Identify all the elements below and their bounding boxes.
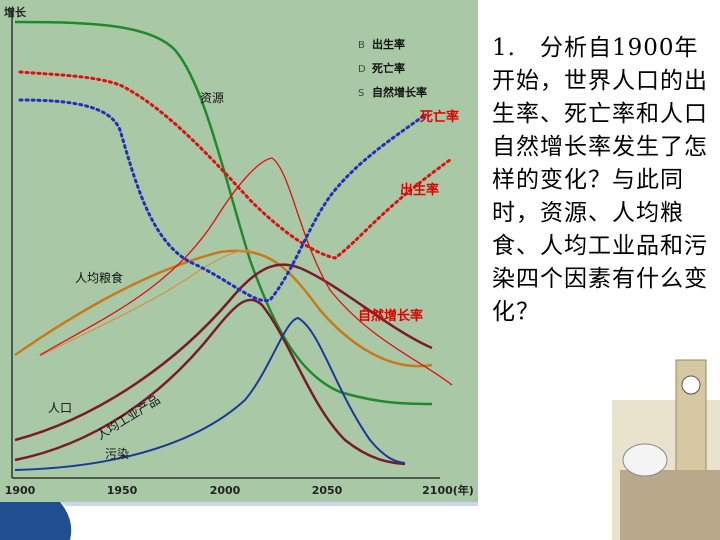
dish bbox=[622, 443, 668, 477]
decoration bbox=[60, 502, 478, 506]
legend-label: 死亡率 bbox=[372, 61, 405, 75]
legend-marker: D bbox=[358, 64, 366, 75]
food-curve bbox=[14, 249, 433, 368]
annotation: 自然增长率 bbox=[358, 308, 423, 324]
legend-marker: S bbox=[358, 88, 364, 99]
x-tick-label: 1950 bbox=[107, 484, 138, 497]
legend-label: 出生率 bbox=[372, 37, 405, 51]
building bbox=[620, 470, 720, 540]
birth-rate-curve bbox=[18, 70, 452, 260]
x-tick-label: 2000 bbox=[210, 484, 241, 497]
clock bbox=[681, 375, 701, 395]
food-curve-thin bbox=[39, 249, 251, 357]
industry-curve bbox=[14, 298, 406, 466]
x-tick-label: 2100(年) bbox=[422, 483, 474, 497]
x-tick-label: 1900 bbox=[5, 484, 36, 497]
annotation: 死亡率 bbox=[420, 109, 459, 125]
resources-curve bbox=[14, 20, 433, 406]
curve-label: 人口 bbox=[48, 401, 72, 415]
decoration bbox=[0, 502, 72, 540]
pollution-curve bbox=[14, 316, 406, 471]
y-axis-label: 增长 bbox=[4, 5, 27, 19]
population-curve bbox=[14, 263, 433, 442]
x-tick-label: 2050 bbox=[312, 484, 343, 497]
natural-growth-curve bbox=[39, 157, 453, 386]
curve-label: 污染 bbox=[105, 446, 129, 461]
death-rate-curve bbox=[18, 98, 427, 303]
curve-label: 资源 bbox=[200, 91, 224, 105]
annotation: 出生率 bbox=[400, 182, 439, 198]
legend-label: 自然增长率 bbox=[372, 85, 427, 99]
legend-marker: B bbox=[358, 40, 365, 51]
question-text: 1. 分析自1900年开始，世界人口的出生率、死亡率和人口自然增长率发生了怎样的… bbox=[492, 35, 708, 325]
curve-label: 人均粮食 bbox=[75, 270, 123, 285]
